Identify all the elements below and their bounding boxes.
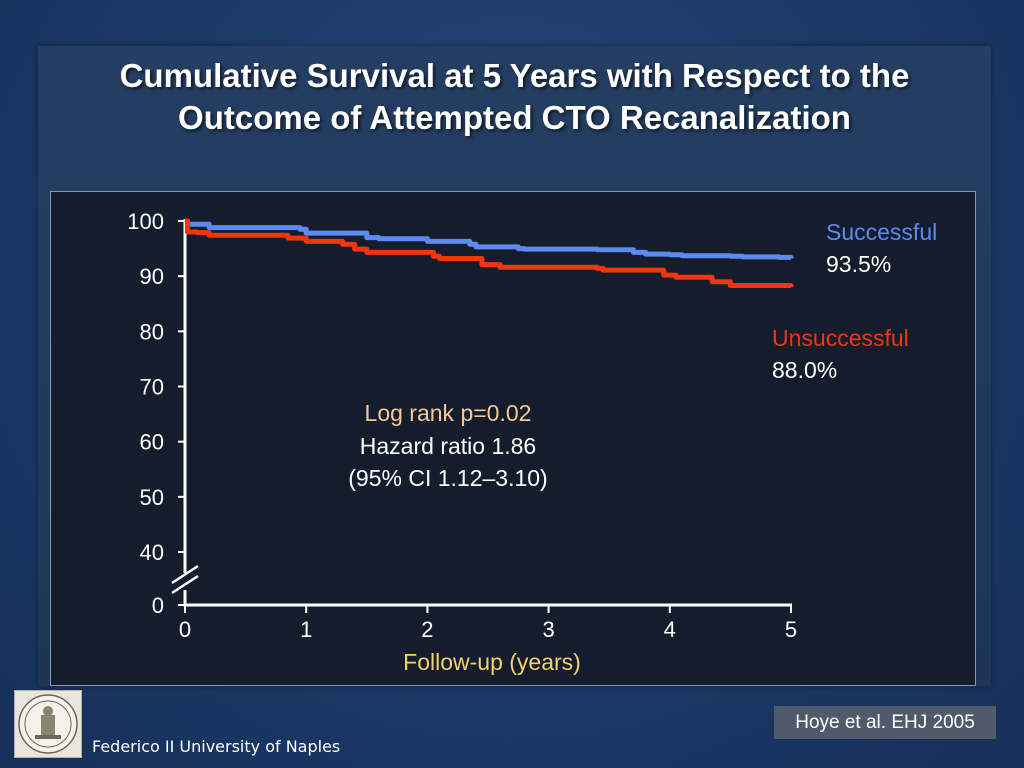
legend-label-unsuccessful: Unsuccessful <box>772 325 909 351</box>
y-tick-label: 70 <box>140 375 164 400</box>
x-tick-label: 1 <box>300 617 312 642</box>
x-tick-label: 3 <box>542 617 554 642</box>
y-tick-label: 50 <box>140 485 164 510</box>
slide-title: Cumulative Survival at 5 Years with Resp… <box>38 55 991 139</box>
citation-box: Hoye et al. EHJ 2005 <box>774 706 996 739</box>
x-tick-label: 4 <box>664 617 676 642</box>
legend-label-successful: Successful <box>826 219 937 245</box>
chart-series <box>184 218 794 288</box>
y-tick-label: 40 <box>140 540 164 565</box>
x-axis-label: Follow-up (years) <box>403 649 581 675</box>
chart-labels: Follow-up (years) Successful 93.5% Unsucces… <box>348 219 937 675</box>
chart-axes: 0 40 50 60 70 80 90 100 0 1 2 3 4 5 <box>127 209 797 642</box>
series-line-unsuccessful <box>184 218 794 288</box>
series-line-successful <box>184 218 794 260</box>
stats-confidence-interval: (95% CI 1.12–3.10) <box>348 465 547 491</box>
stats-pvalue: Log rank p=0.02 <box>365 400 532 426</box>
title-line-1: Cumulative Survival at 5 Years with Resp… <box>119 57 910 94</box>
y-tick-label: 80 <box>140 319 164 344</box>
axis-break-mark-2 <box>171 574 199 595</box>
x-tick-label: 2 <box>421 617 433 642</box>
university-seal-logo <box>14 690 82 758</box>
y-tick-label: 100 <box>127 209 164 234</box>
x-tick-label: 0 <box>179 617 191 642</box>
legend-value-unsuccessful: 88.0% <box>772 357 837 383</box>
axis-break-mark-1 <box>171 564 199 585</box>
stats-hazard-ratio: Hazard ratio 1.86 <box>360 433 536 459</box>
y-tick-label: 0 <box>152 593 164 618</box>
x-tick-label: 5 <box>785 617 797 642</box>
y-tick-label: 60 <box>140 430 164 455</box>
title-line-2: Outcome of Attempted CTO Recanalization <box>178 99 851 136</box>
footer-institution: Federico II University of Naples <box>92 737 341 756</box>
y-tick-label: 90 <box>140 264 164 289</box>
legend-value-successful: 93.5% <box>826 251 891 277</box>
